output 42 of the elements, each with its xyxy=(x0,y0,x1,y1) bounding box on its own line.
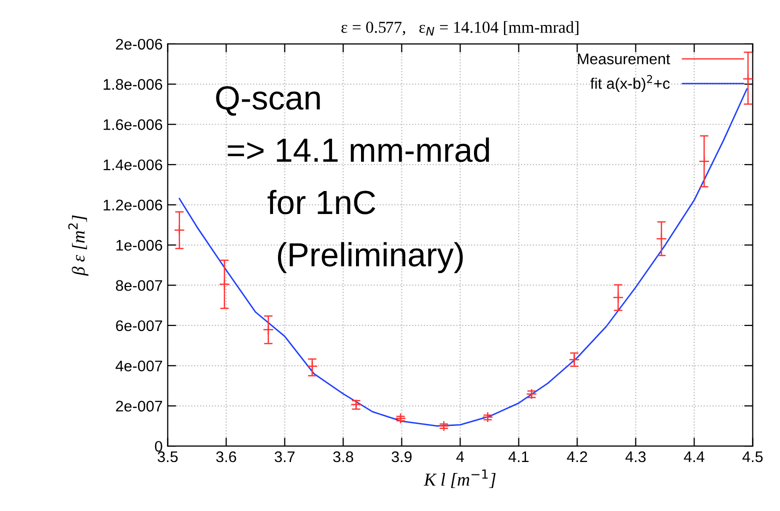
y-tick-label: 2e-007 xyxy=(116,400,162,412)
y-tick-label: 1.2e-006 xyxy=(104,200,162,210)
y-tick-label: 4e-007 xyxy=(116,360,162,372)
y-tick-label: 1e-006 xyxy=(116,240,162,251)
chart-title: ε = 0.577, ε$_{N}$ = 14.104 [mm-mrad] xyxy=(341,21,578,36)
x-tick-label: 3.5 xyxy=(158,451,178,462)
legend-label: fit a(x-b)$^{2}$+c xyxy=(590,74,670,92)
x-tick-label: 4.1 xyxy=(508,452,529,462)
point xyxy=(742,73,753,84)
annotation: => 14.1 mm-mrad xyxy=(228,138,489,162)
y-tick-label: 1.4e-006 xyxy=(104,159,162,170)
point xyxy=(262,324,274,336)
x-tick-label: 4.5 xyxy=(742,452,763,462)
point xyxy=(395,412,406,424)
x-tick-label: 4.3 xyxy=(625,451,646,462)
annotation: Q-scan xyxy=(216,86,320,116)
point xyxy=(612,292,624,303)
legend-label: Measurement xyxy=(578,54,670,64)
x-tick-label: 3.7 xyxy=(274,451,295,462)
x-tick-label: 3.6 xyxy=(216,451,236,462)
x-tick-label: 4 xyxy=(456,452,464,462)
x-tick-label: 3.9 xyxy=(392,451,412,462)
y-tick-label: 6e-007 xyxy=(116,320,162,332)
y-tick-label: 2e-006 xyxy=(116,38,162,50)
point xyxy=(306,360,318,372)
y-tick-label: 0 xyxy=(154,440,162,452)
point xyxy=(656,233,667,244)
point xyxy=(438,420,450,432)
y-axis-title: β ε [m$^{2}$] xyxy=(68,215,88,276)
x-tick-label: 4.2 xyxy=(566,451,588,462)
x-tick-label: 4.4 xyxy=(684,452,704,462)
point xyxy=(482,412,494,423)
point xyxy=(174,224,185,236)
x-tick-label: 3.8 xyxy=(333,451,354,462)
point xyxy=(218,278,230,290)
point xyxy=(698,156,710,167)
y-tick-label: 8e-007 xyxy=(116,280,162,291)
annotation: for 1nC xyxy=(268,190,376,214)
y-tick-label: 1.8e-006 xyxy=(104,79,162,90)
annotation: (Preliminary) xyxy=(278,242,463,274)
y-tick-label: 1.6e-006 xyxy=(104,119,162,130)
x-axis-title: K l [m$^{−1}$] xyxy=(424,469,496,488)
